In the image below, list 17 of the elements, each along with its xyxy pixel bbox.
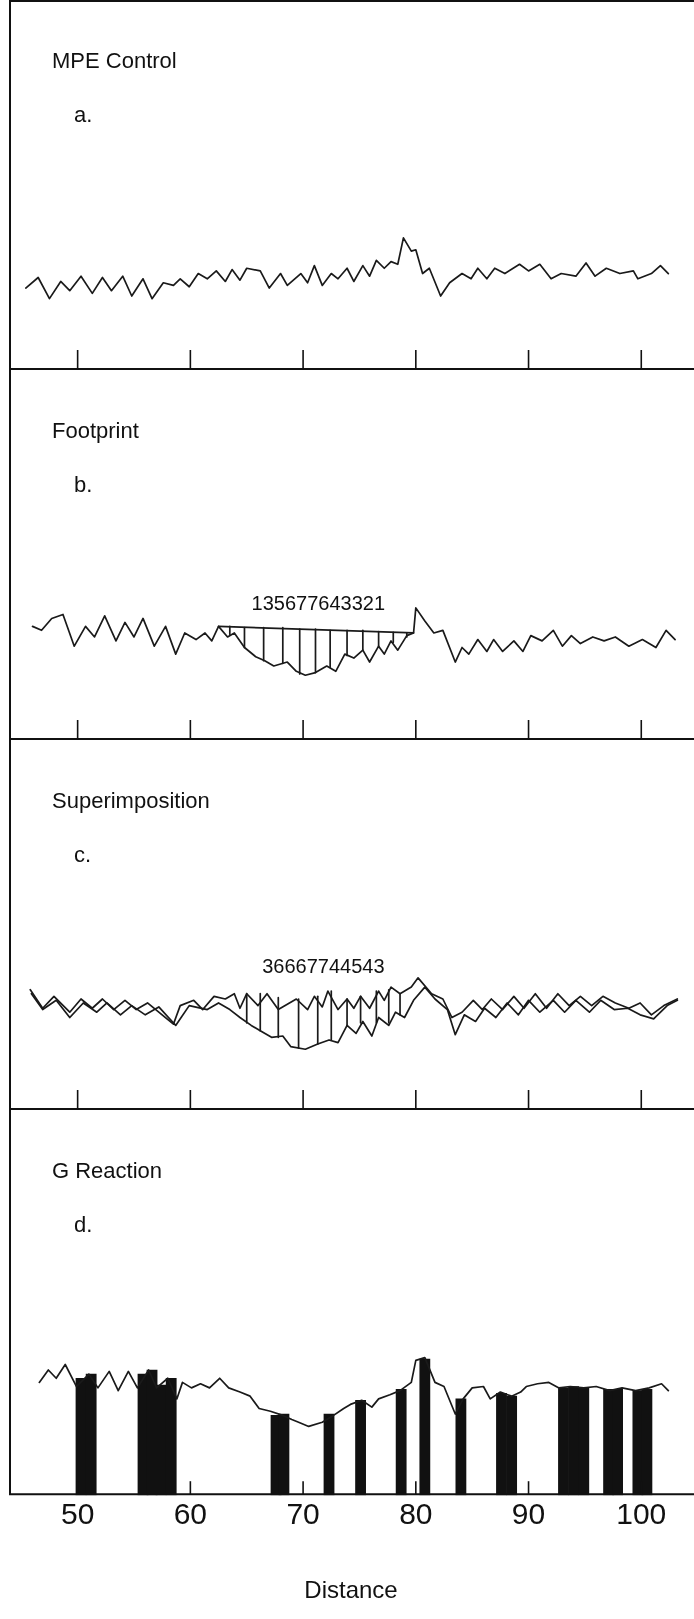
x-tick-label: 90 [511, 1497, 546, 1531]
x-tick-label: 50 [60, 1497, 95, 1531]
x-tick-label: 80 [399, 1497, 433, 1531]
chart-subtitle: d. [74, 1212, 93, 1238]
chart-title: Superimposition [52, 788, 210, 814]
x-tick-label: 70 [286, 1497, 320, 1531]
x-tick-label: 100 [616, 1497, 667, 1531]
chart-subtitle: b. [74, 472, 93, 498]
chart-title: G Reaction [52, 1158, 163, 1184]
chart-subtitle: a. [74, 102, 93, 128]
annotation: 135677643321 [251, 591, 386, 614]
chart-subtitle: c. [74, 842, 92, 868]
chart-title: MPE Control [52, 48, 177, 74]
chart-title: Footprint [52, 418, 139, 444]
x-tick-label: 60 [173, 1497, 208, 1531]
text: 36667744543 [262, 955, 385, 978]
x-axis-title: Distance [304, 1576, 398, 1604]
